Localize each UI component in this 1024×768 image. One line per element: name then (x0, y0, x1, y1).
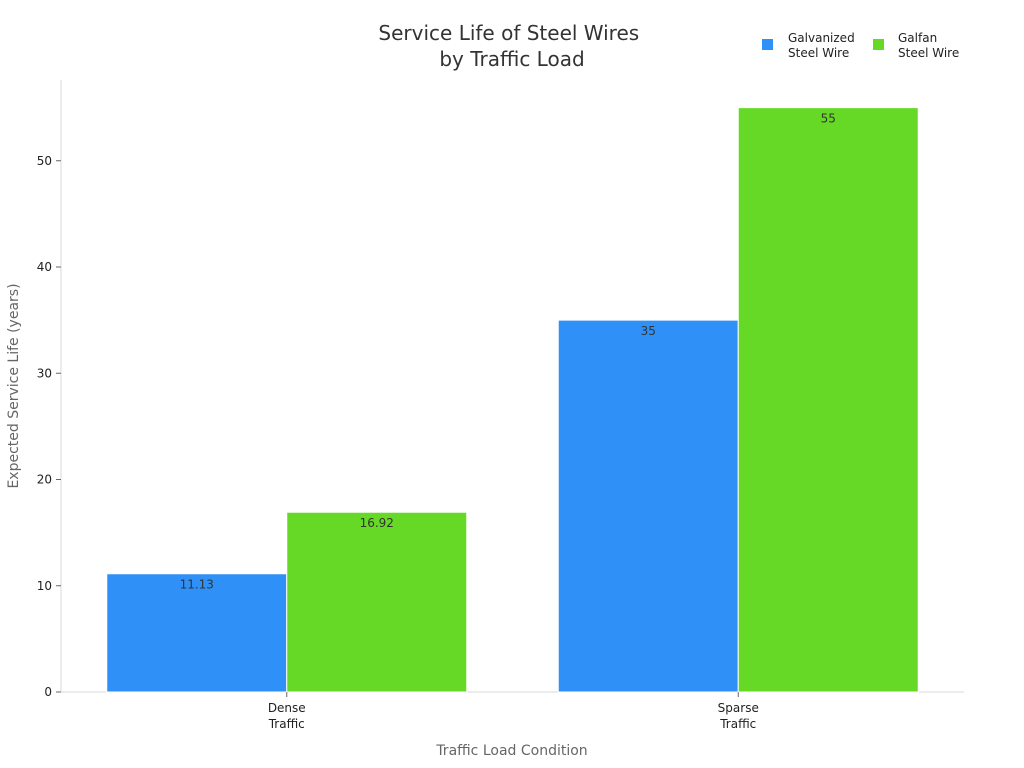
bars (106, 107, 919, 693)
x-category-label-0-line-1: Traffic (268, 717, 305, 731)
data-labels: 11.13 16.92 35 55 (180, 112, 836, 592)
y-ticks: 0 10 20 30 40 50 (37, 154, 61, 699)
data-label-0-1: 35 (641, 324, 656, 338)
bar-galvanized-steel-wire-dense-traffic (106, 573, 288, 693)
data-label-0-0: 11.13 (180, 578, 214, 592)
legend-label-galfan-line-2: Steel Wire (898, 46, 959, 60)
chart-title-line-1: Service Life of Steel Wires (378, 21, 639, 45)
x-axis-title: Traffic Load Condition (435, 743, 587, 759)
y-tick-label-20: 20 (37, 473, 52, 487)
data-label-1-0: 16.92 (360, 516, 394, 530)
x-category-label-1-line-0: Sparse (718, 701, 759, 715)
x-category-label-0-line-0: Dense (268, 701, 306, 715)
x-category-label-1: Sparse Traffic (718, 701, 759, 731)
chart-title-line-2: by Traffic Load (439, 47, 584, 71)
x-category-label-1-line-1: Traffic (719, 717, 756, 731)
y-tick-label-50: 50 (37, 154, 52, 168)
bar-galvanized-steel-wire-sparse-traffic (557, 319, 739, 693)
x-category-labels: Dense Traffic Sparse Traffic (268, 692, 759, 731)
y-axis-title: Expected Service Life (years) (6, 283, 22, 488)
legend-swatch-galfan (873, 39, 884, 50)
legend-label-galfan: Galfan Steel Wire (898, 31, 959, 60)
bar-galfan-steel-wire-sparse-traffic (737, 107, 919, 693)
y-tick-label-10: 10 (37, 579, 52, 593)
bar-galfan-steel-wire-dense-traffic (286, 511, 468, 693)
data-label-1-1: 55 (821, 112, 836, 126)
legend-label-galvanized-line-1: Galvanized (788, 31, 855, 45)
legend: Galvanized Steel Wire Galfan Steel Wire (762, 31, 959, 60)
y-tick-label-30: 30 (37, 366, 52, 380)
x-category-label-0: Dense Traffic (268, 701, 306, 731)
legend-label-galvanized-line-2: Steel Wire (788, 46, 849, 60)
y-tick-label-40: 40 (37, 260, 52, 274)
y-tick-label-0: 0 (44, 685, 52, 699)
chart-title: Service Life of Steel Wires by Traffic L… (378, 21, 645, 71)
legend-swatch-galvanized (762, 39, 773, 50)
legend-label-galfan-line-1: Galfan (898, 31, 937, 45)
legend-label-galvanized: Galvanized Steel Wire (788, 31, 859, 60)
